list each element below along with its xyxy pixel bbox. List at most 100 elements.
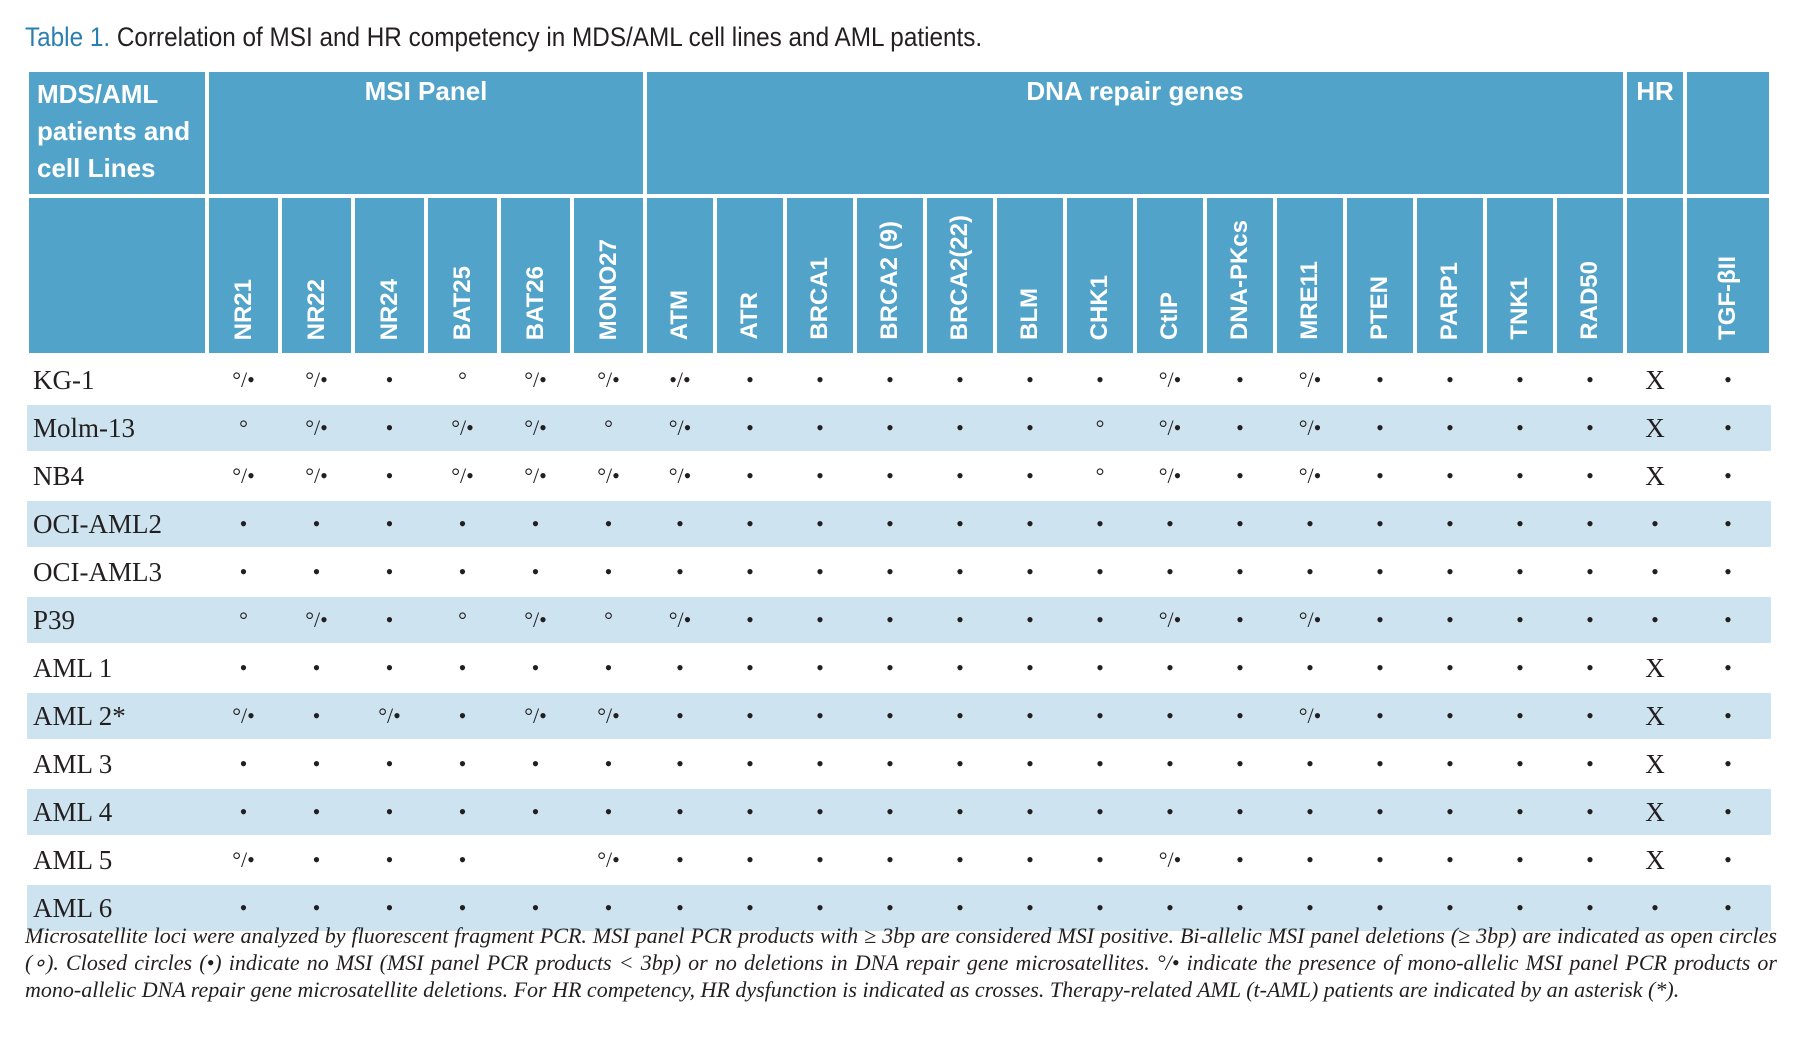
cell: • <box>1205 644 1275 693</box>
cell: • <box>426 692 499 741</box>
cell: • <box>1345 404 1415 453</box>
table-row: OCI-AML3 • • • • • • • • • • • • • • • • • • • • • • <box>27 548 1771 597</box>
cell: • <box>207 884 280 933</box>
cell: • <box>1685 500 1771 549</box>
cell: °/• <box>572 692 645 741</box>
cell: • <box>995 884 1065 933</box>
cell: • <box>1625 884 1685 933</box>
cell: • <box>1275 548 1345 597</box>
cell: • <box>280 548 353 597</box>
cell: • <box>280 500 353 549</box>
cell: • <box>499 548 572 597</box>
cell: • <box>1345 788 1415 837</box>
cell: X <box>1625 452 1685 501</box>
cell: °/• <box>1135 836 1205 885</box>
cell: • <box>1205 692 1275 741</box>
cell: • <box>499 644 572 693</box>
cell: •/• <box>645 355 715 405</box>
data-table: MDS/AML patients and cell Lines MSI Panel… <box>25 72 1773 933</box>
cell: X <box>1625 404 1685 453</box>
cell: • <box>925 355 995 405</box>
cell: • <box>1065 548 1135 597</box>
cell: • <box>1345 692 1415 741</box>
column-header: NR22 <box>278 196 355 357</box>
cell: °/• <box>645 596 715 645</box>
cell: • <box>715 836 785 885</box>
cell: °/• <box>353 692 426 741</box>
cell: • <box>1205 836 1275 885</box>
cell: • <box>855 596 925 645</box>
cell: °/• <box>499 596 572 645</box>
cell: • <box>207 788 280 837</box>
table-row: NB4 °/• °/• • °/• °/• °/• °/• • • • • • ° °/• • °/• • • • • X… <box>27 452 1771 501</box>
cell: • <box>1555 644 1625 693</box>
group-header-blank <box>1683 72 1773 198</box>
cell: • <box>207 740 280 789</box>
column-label: BRCA2(22) <box>946 214 973 340</box>
cell: ° <box>207 596 280 645</box>
cell: • <box>1485 548 1555 597</box>
table-row: AML 2* °/• • °/• • °/• °/• • • • • • • • • • °/• • • • • X • <box>27 692 1771 741</box>
cell: • <box>1415 740 1485 789</box>
cell: • <box>785 500 855 549</box>
cell: • <box>1685 355 1771 405</box>
column-header: CHK1 <box>1063 196 1137 357</box>
cell: ° <box>1065 404 1135 453</box>
column-label: CtIP <box>1156 292 1183 340</box>
table-row: AML 4 • • • • • • • • • • • • • • • • • • • • X • <box>27 788 1771 837</box>
cell: • <box>855 836 925 885</box>
cell: • <box>715 452 785 501</box>
row-name: AML 1 <box>27 644 207 693</box>
cell: X <box>1625 836 1685 885</box>
cell: • <box>855 644 925 693</box>
column-header: BAT25 <box>424 196 501 357</box>
cell: • <box>925 548 995 597</box>
cell: • <box>572 500 645 549</box>
cell: • <box>1485 596 1555 645</box>
cell: • <box>207 548 280 597</box>
cell: • <box>1345 836 1415 885</box>
cell: X <box>1625 788 1685 837</box>
cell: • <box>785 692 855 741</box>
row-name: OCI-AML3 <box>27 548 207 597</box>
cell: • <box>1485 836 1555 885</box>
cell: • <box>1685 596 1771 645</box>
cell: • <box>715 548 785 597</box>
cell: • <box>1205 452 1275 501</box>
cell: • <box>715 788 785 837</box>
row-name: P39 <box>27 596 207 645</box>
cell: °/• <box>207 692 280 741</box>
cell: • <box>715 404 785 453</box>
cell: °/• <box>1135 452 1205 501</box>
cell: ° <box>207 404 280 453</box>
column-header: BRCA2(22) <box>923 196 997 357</box>
cell: • <box>1555 692 1625 741</box>
cell <box>499 836 572 885</box>
cell: • <box>499 884 572 933</box>
column-header: PARP1 <box>1413 196 1487 357</box>
cell: • <box>1555 884 1625 933</box>
cell: • <box>353 740 426 789</box>
cell: • <box>1685 884 1771 933</box>
cell: • <box>1415 500 1485 549</box>
cell: • <box>1345 644 1415 693</box>
cell: • <box>1065 355 1135 405</box>
cell: • <box>995 596 1065 645</box>
cell: • <box>1685 788 1771 837</box>
cell: • <box>645 740 715 789</box>
column-label: BAT26 <box>521 265 549 340</box>
cell: • <box>1685 836 1771 885</box>
cell: • <box>1685 404 1771 453</box>
cell: • <box>1065 596 1135 645</box>
cell: ° <box>572 596 645 645</box>
cell: • <box>1205 404 1275 453</box>
cell: • <box>1275 740 1345 789</box>
cell: • <box>785 836 855 885</box>
cell: • <box>1205 596 1275 645</box>
table-row: OCI-AML2 • • • • • • • • • • • • • • • • • • • • • • <box>27 500 1771 549</box>
cell: • <box>572 740 645 789</box>
column-label: MRE11 <box>1296 261 1323 340</box>
cell: • <box>207 500 280 549</box>
cell: • <box>925 500 995 549</box>
table-row: AML 5 °/• • • • °/• • • • • • • • °/• • • • • • • X • <box>27 836 1771 885</box>
